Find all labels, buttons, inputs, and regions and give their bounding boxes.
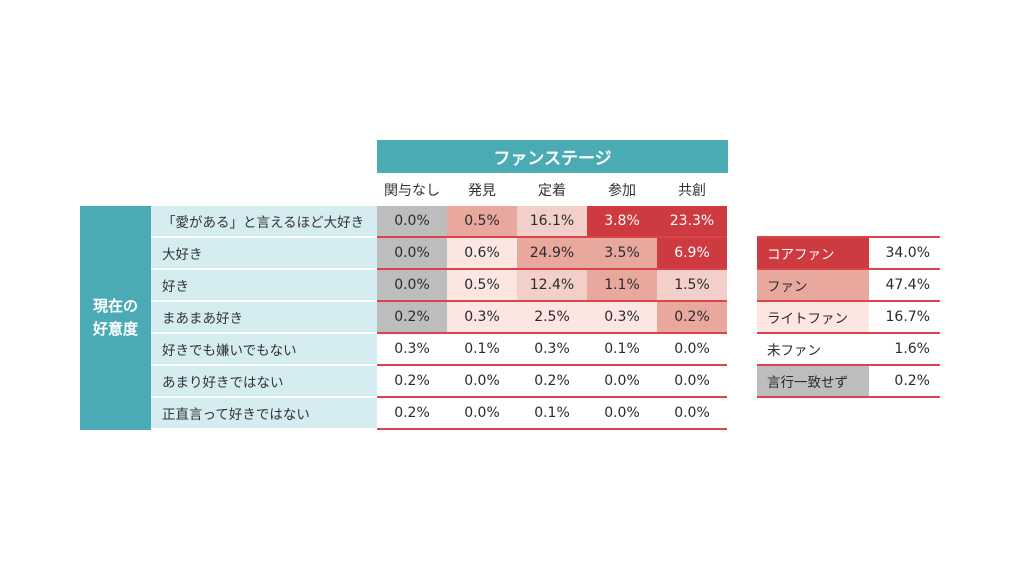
data-cell: 0.0% <box>657 334 727 366</box>
data-cell: 0.0% <box>447 366 517 398</box>
data-cell: 0.0% <box>377 270 447 302</box>
data-cell: 0.2% <box>657 302 727 334</box>
data-cell: 0.0% <box>657 398 727 430</box>
summary-label: ファン <box>757 270 869 302</box>
row-label: 大好き <box>151 238 377 270</box>
data-cell: 24.9% <box>517 238 587 270</box>
row-label: 好きでも嫌いでもない <box>151 334 377 366</box>
summary-value: 16.7% <box>869 302 940 334</box>
data-cell: 0.0% <box>587 366 657 398</box>
data-cell: 0.3% <box>587 302 657 334</box>
summary-top-rule <box>757 236 940 238</box>
summary-value: 0.2% <box>869 366 940 398</box>
column-header: 関与なし <box>377 173 447 206</box>
data-cell: 0.5% <box>447 206 517 238</box>
row-label: 好き <box>151 270 377 302</box>
column-header: 参加 <box>587 173 657 206</box>
summary-value: 47.4% <box>869 270 940 302</box>
data-cell: 0.2% <box>517 366 587 398</box>
summary-label: ライトファン <box>757 302 869 334</box>
data-cell: 12.4% <box>517 270 587 302</box>
data-cell: 0.2% <box>377 398 447 430</box>
summary-label: コアファン <box>757 238 869 270</box>
data-cell: 1.5% <box>657 270 727 302</box>
data-cell: 16.1% <box>517 206 587 238</box>
data-cell: 23.3% <box>657 206 727 238</box>
data-cell: 0.2% <box>377 302 447 334</box>
data-cell: 0.0% <box>447 398 517 430</box>
data-cell: 0.3% <box>377 334 447 366</box>
row-label: 「愛がある」と言えるほど大好き <box>151 206 377 238</box>
fan-stage-header: ファンステージ <box>377 140 728 173</box>
data-cell: 0.5% <box>447 270 517 302</box>
summary-value: 1.6% <box>869 334 940 366</box>
data-cell: 3.8% <box>587 206 657 238</box>
data-cell: 0.0% <box>377 238 447 270</box>
data-cell: 0.6% <box>447 238 517 270</box>
row-group-label: 現在の好意度 <box>80 206 151 430</box>
column-header: 定着 <box>517 173 587 206</box>
data-cell: 0.1% <box>517 398 587 430</box>
column-header: 発見 <box>447 173 517 206</box>
summary-value: 34.0% <box>869 238 940 270</box>
data-cell: 0.1% <box>587 334 657 366</box>
column-header: 共創 <box>657 173 727 206</box>
data-cell: 0.3% <box>517 334 587 366</box>
row-label: 正直言って好きではない <box>151 398 377 430</box>
data-cell: 0.0% <box>657 366 727 398</box>
data-cell: 2.5% <box>517 302 587 334</box>
summary-label: 未ファン <box>757 334 869 366</box>
data-cell: 1.1% <box>587 270 657 302</box>
data-cell: 6.9% <box>657 238 727 270</box>
row-label: あまり好きではない <box>151 366 377 398</box>
data-cell: 0.0% <box>587 398 657 430</box>
data-cell: 0.1% <box>447 334 517 366</box>
row-label: まあまあ好き <box>151 302 377 334</box>
summary-label: 言行一致せず <box>757 366 869 398</box>
data-cell: 3.5% <box>587 238 657 270</box>
data-cell: 0.3% <box>447 302 517 334</box>
data-cell: 0.2% <box>377 366 447 398</box>
data-cell: 0.0% <box>377 206 447 238</box>
